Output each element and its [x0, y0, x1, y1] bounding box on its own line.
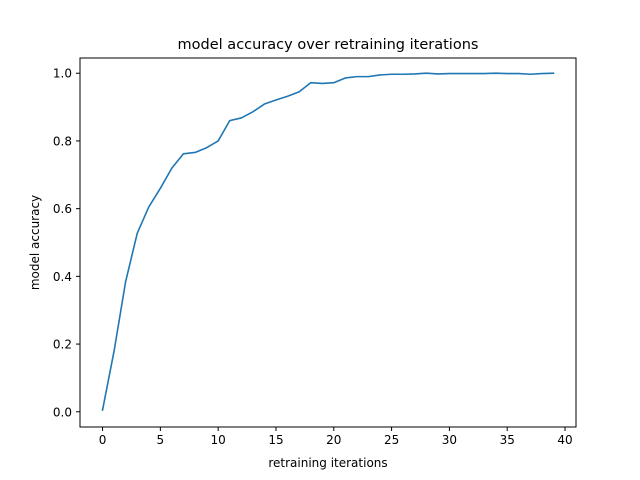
y-tick-label: 0.8 — [53, 134, 72, 148]
accuracy-data-point — [425, 72, 427, 74]
y-tick-label: 0.2 — [53, 338, 72, 352]
accuracy-data-point — [136, 233, 138, 235]
accuracy-series-line — [101, 72, 555, 412]
x-tick-label: 0 — [99, 433, 107, 447]
accuracy-data-point — [379, 74, 381, 76]
accuracy-data-point — [437, 73, 439, 75]
accuracy-data-point — [125, 281, 127, 283]
accuracy-data-point — [102, 409, 104, 411]
chart-title: model accuracy over retraining iteration… — [178, 37, 479, 53]
x-tick-label: 15 — [268, 433, 283, 447]
accuracy-data-point — [275, 99, 277, 101]
x-tick-label: 40 — [557, 433, 572, 447]
accuracy-data-point — [183, 153, 185, 155]
y-tick-label: 0.0 — [53, 405, 72, 419]
accuracy-data-point — [113, 350, 115, 352]
accuracy-data-point — [402, 73, 404, 75]
accuracy-data-point — [229, 120, 231, 122]
axes-frame — [79, 57, 577, 428]
accuracy-data-point — [345, 77, 347, 79]
accuracy-data-point — [460, 73, 462, 75]
accuracy-data-point — [553, 72, 555, 74]
accuracy-data-point — [217, 140, 219, 142]
accuracy-data-point — [252, 111, 254, 113]
accuracy-data-point — [541, 73, 543, 75]
accuracy-data-point — [240, 117, 242, 119]
plot-area — [101, 72, 555, 412]
accuracy-data-point — [171, 167, 173, 169]
accuracy-data-point — [298, 91, 300, 93]
accuracy-data-point — [518, 73, 520, 75]
accuracy-data-point — [449, 73, 451, 75]
accuracy-data-point — [506, 73, 508, 75]
x-tick-label: 20 — [326, 433, 341, 447]
x-tick-label: 30 — [442, 433, 457, 447]
accuracy-data-point — [530, 73, 532, 75]
y-tick-label: 0.6 — [53, 202, 72, 216]
y-axis-label: model accuracy — [28, 195, 42, 290]
accuracy-data-point — [483, 73, 485, 75]
accuracy-data-point — [310, 82, 312, 84]
accuracy-data-point — [206, 147, 208, 149]
accuracy-data-point — [321, 83, 323, 85]
accuracy-data-point — [264, 103, 266, 105]
accuracy-data-point — [194, 152, 196, 154]
accuracy-data-point — [287, 95, 289, 97]
axis-ticks: 0 5 10 15 20 25 30 35 40 0.0 0.2 0.4 0.6 0.8 1.0 — [53, 67, 573, 447]
x-tick-label: 10 — [211, 433, 226, 447]
accuracy-data-point — [333, 82, 335, 84]
x-tick-label: 5 — [157, 433, 165, 447]
accuracy-data-point — [368, 76, 370, 78]
accuracy-data-point — [414, 73, 416, 75]
x-tick-label: 35 — [500, 433, 515, 447]
accuracy-data-point — [391, 73, 393, 75]
accuracy-data-point — [472, 73, 474, 75]
x-tick-label: 25 — [384, 433, 399, 447]
accuracy-data-point — [160, 188, 162, 190]
y-tick-label: 1.0 — [53, 67, 72, 81]
accuracy-data-point — [495, 72, 497, 74]
y-tick-label: 0.4 — [53, 270, 72, 284]
accuracy-data-point — [356, 76, 358, 78]
x-axis-label: retraining iterations — [268, 456, 387, 470]
accuracy-data-point — [148, 206, 150, 208]
